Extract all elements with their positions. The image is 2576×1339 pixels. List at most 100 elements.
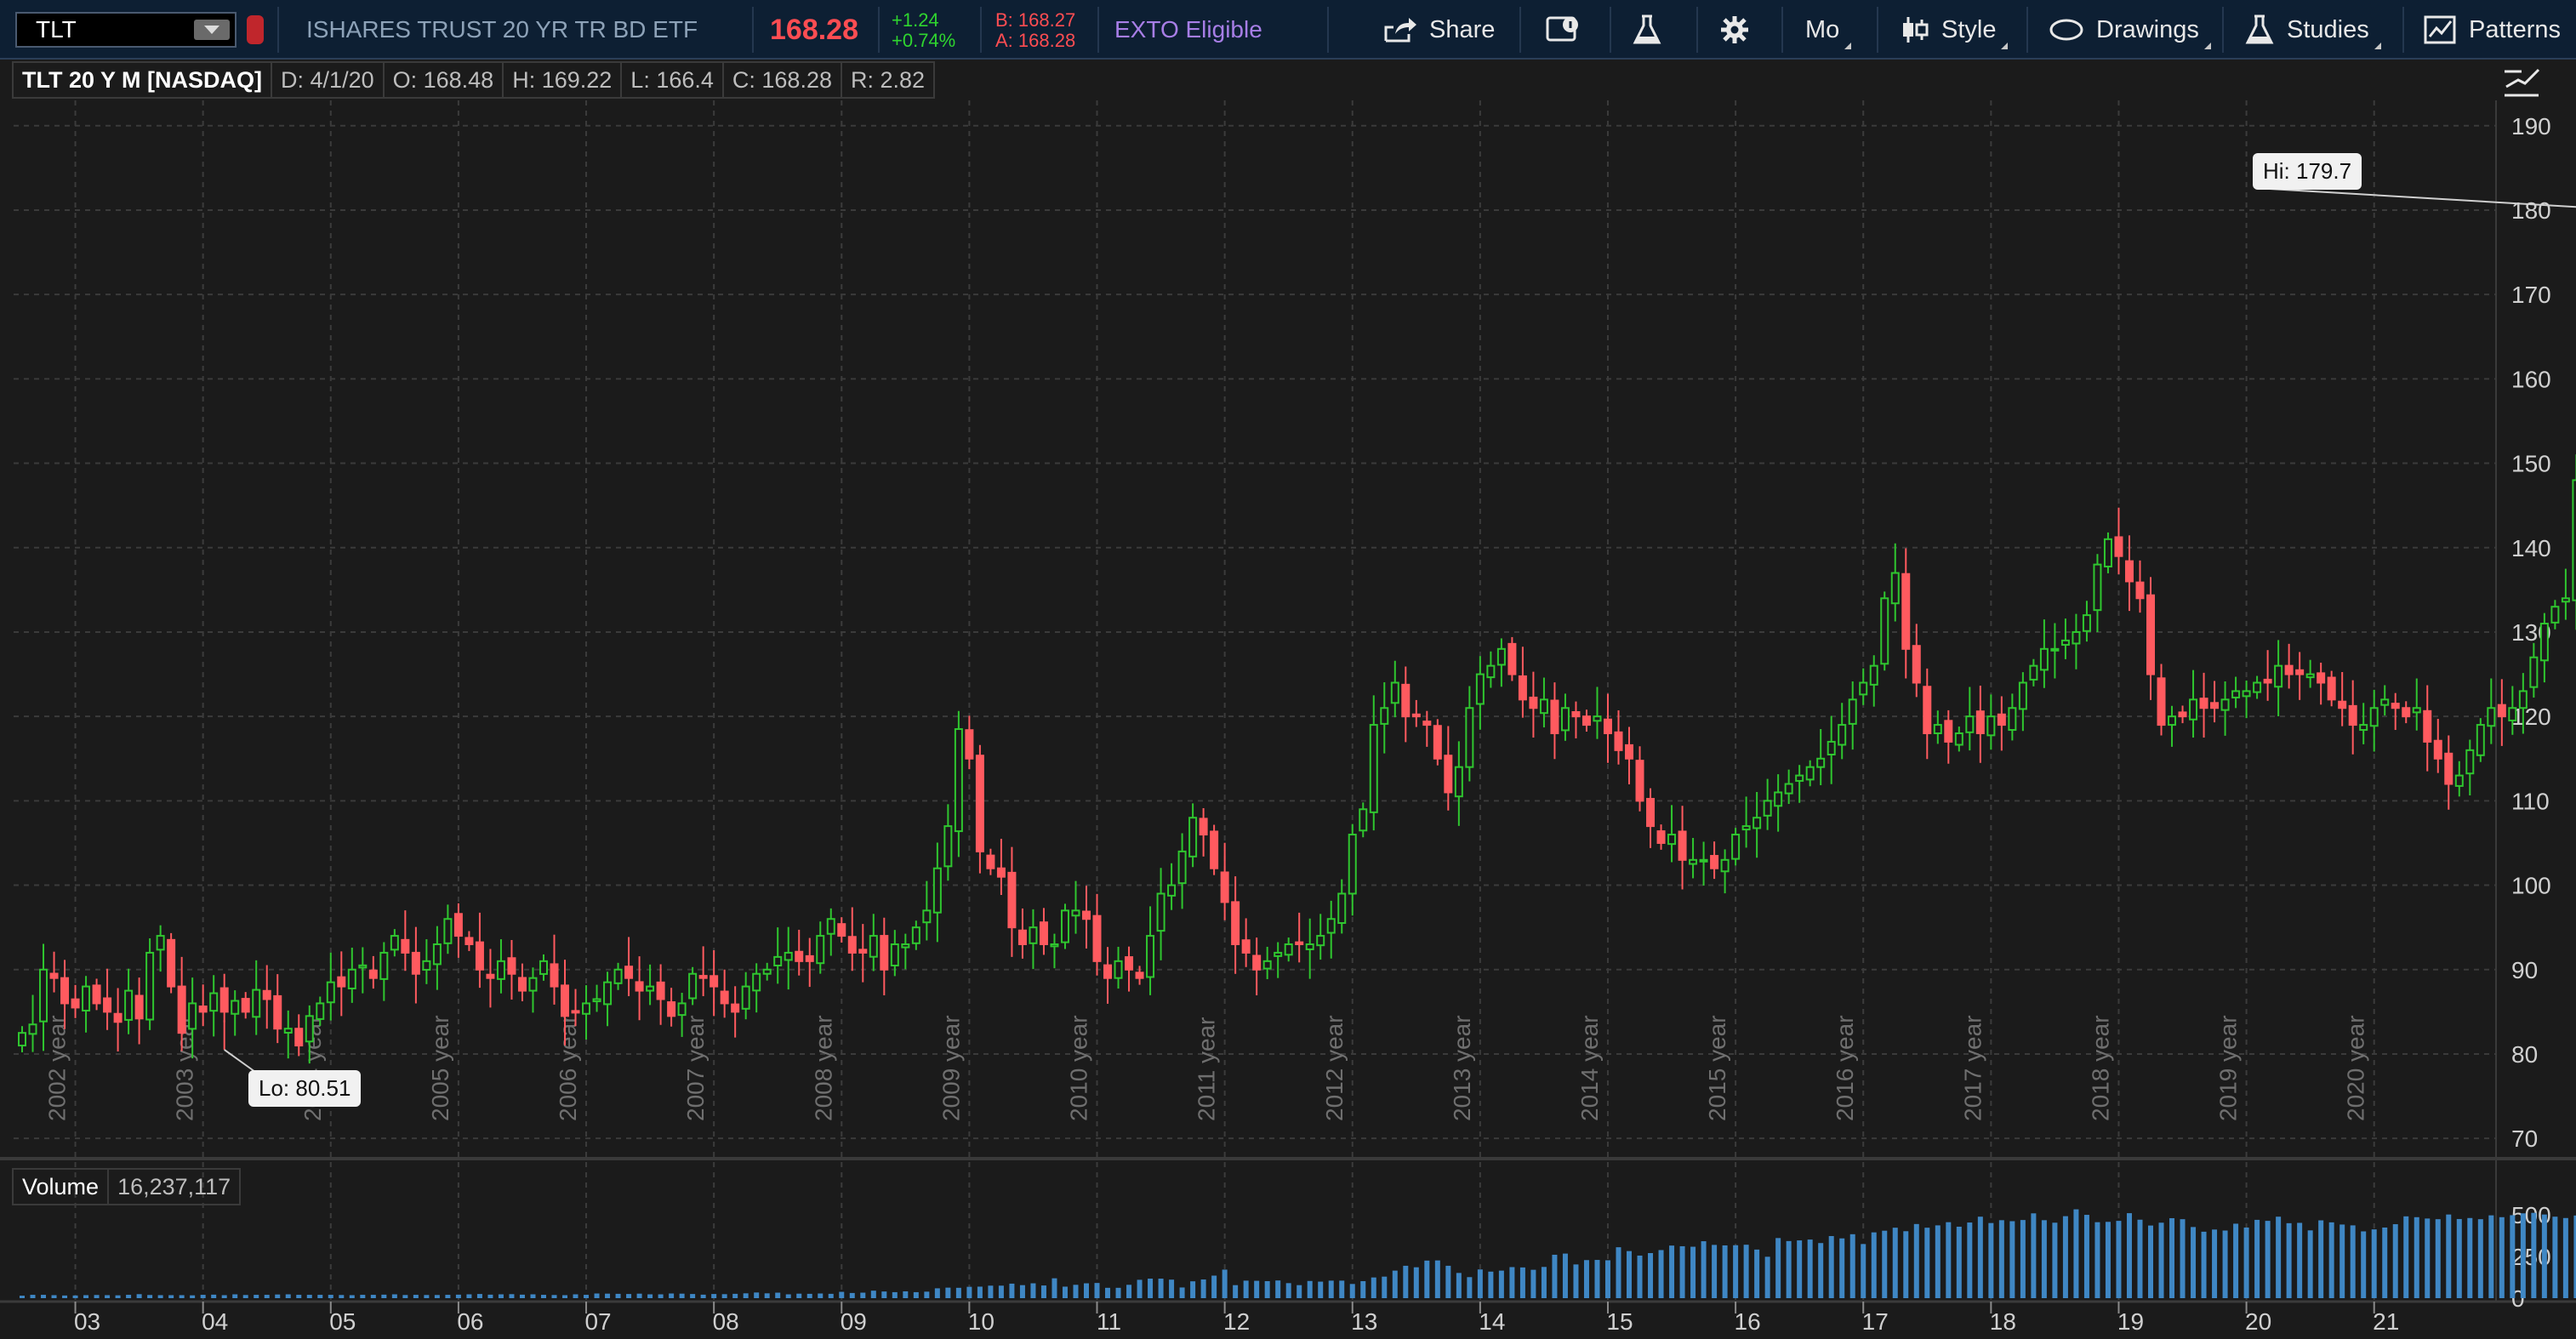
flask-button[interactable] (1632, 0, 1674, 60)
candle-body (337, 976, 346, 988)
symbol-text: TLT (36, 16, 77, 43)
candle-body (1114, 960, 1123, 979)
volume-bar (2456, 1218, 2462, 1298)
candle-body (1156, 892, 1165, 932)
candlestick-series (18, 454, 2576, 1064)
volume-bar (328, 1295, 333, 1298)
studies-button[interactable]: Studies (2244, 0, 2381, 60)
candle-body (1720, 858, 1730, 873)
volume-bar (1318, 1281, 1324, 1298)
alert-flag-icon[interactable] (247, 15, 264, 44)
patterns-icon (2424, 15, 2456, 44)
candle-body (198, 1006, 208, 1013)
candle-body (167, 938, 176, 988)
volume-bar (168, 1295, 174, 1298)
candle-body (932, 867, 942, 914)
candle-body (241, 998, 250, 1013)
volume-bar (1669, 1245, 1675, 1298)
candle-body (1805, 766, 1815, 781)
volume-bar (1094, 1283, 1100, 1298)
volume-bar (2105, 1222, 2111, 1298)
style-button[interactable]: Style (1899, 0, 2009, 60)
volume-bar (2116, 1221, 2122, 1298)
volume-bar (1627, 1251, 1633, 1298)
candle-body (1774, 791, 1783, 807)
volume-bar (1616, 1247, 1621, 1298)
candle-body (1411, 713, 1421, 718)
symbol-dropdown-icon[interactable] (194, 20, 230, 40)
volume-bar (413, 1295, 419, 1298)
candle-body (826, 918, 835, 935)
candle-body (1210, 830, 1219, 869)
candle-body (1220, 871, 1229, 903)
more-button[interactable]: Mo (1805, 0, 1852, 60)
toolbar-divider (2402, 7, 2404, 53)
volume-bar (2201, 1231, 2207, 1298)
chart-info-button[interactable] (1545, 0, 1594, 60)
volume-bar (1392, 1270, 1398, 1298)
price-tick-label: 190 (2511, 113, 2551, 140)
candle-body (911, 926, 920, 944)
drawings-button[interactable]: Drawings (2049, 0, 2211, 60)
year-label: 2013 year (1449, 1015, 1475, 1121)
candle-body (1699, 858, 1708, 863)
volume-bar (157, 1295, 163, 1298)
corner-arrow-icon (2203, 43, 2211, 49)
candle-body (1859, 681, 1868, 696)
volume-bar (2222, 1230, 2228, 1298)
volume-bar (487, 1294, 493, 1298)
candle-body (582, 1002, 591, 1015)
volume-bar (2467, 1217, 2473, 1298)
candle-body (1326, 918, 1336, 934)
volume-bar (2477, 1219, 2483, 1298)
volume-bar (2009, 1221, 2015, 1298)
candle-body (1029, 926, 1038, 944)
volume-bar (1275, 1280, 1281, 1298)
bar-range: R: 2.82 (841, 61, 936, 99)
settings-button[interactable] (1718, 0, 1763, 60)
candle-body (1146, 935, 1155, 978)
candle-body (752, 972, 761, 992)
price-tick-label: 150 (2511, 451, 2551, 477)
candle-body (401, 938, 410, 954)
candle-body (837, 923, 846, 937)
volume-bar (1297, 1285, 1302, 1298)
volume-bar (1935, 1225, 1941, 1298)
volume-bar (2328, 1222, 2334, 1298)
volume-bar (849, 1292, 855, 1298)
expand-chart-icon[interactable] (2501, 65, 2542, 99)
candle-body (1359, 808, 1368, 832)
candle-body (592, 998, 601, 1003)
candle-body (1741, 825, 1751, 831)
candle-body (145, 951, 155, 1021)
volume-bar (562, 1295, 568, 1298)
volume-bar (1530, 1269, 1536, 1298)
volume-bar (1658, 1250, 1664, 1298)
volume-bar (2339, 1224, 2345, 1298)
volume-bar (136, 1294, 142, 1298)
volume-bar (200, 1295, 206, 1298)
volume-bar (1211, 1275, 1217, 1298)
volume-bar (1073, 1285, 1079, 1298)
candle-body (1912, 645, 1921, 684)
symbol-input[interactable]: TLT (15, 12, 237, 48)
candle-body (453, 913, 463, 937)
patterns-button[interactable]: Patterns (2423, 0, 2561, 60)
time-tick-label: 13 (1351, 1308, 1377, 1335)
candle-body (103, 997, 112, 1013)
candle-body (1529, 696, 1538, 709)
share-button[interactable]: Share (1383, 0, 1495, 60)
volume-bar (20, 1296, 25, 1298)
candle-body (1039, 921, 1048, 946)
volume-bar (72, 1295, 78, 1298)
volume-bar (732, 1293, 738, 1298)
candle-body (1125, 956, 1134, 971)
candle-body (113, 1012, 123, 1023)
candle-body (1060, 909, 1069, 943)
candle-body (731, 1003, 740, 1013)
volume-bar (860, 1292, 866, 1298)
candle-body (1486, 664, 1496, 679)
volume-bar (381, 1294, 387, 1298)
candle-body (28, 1023, 37, 1035)
